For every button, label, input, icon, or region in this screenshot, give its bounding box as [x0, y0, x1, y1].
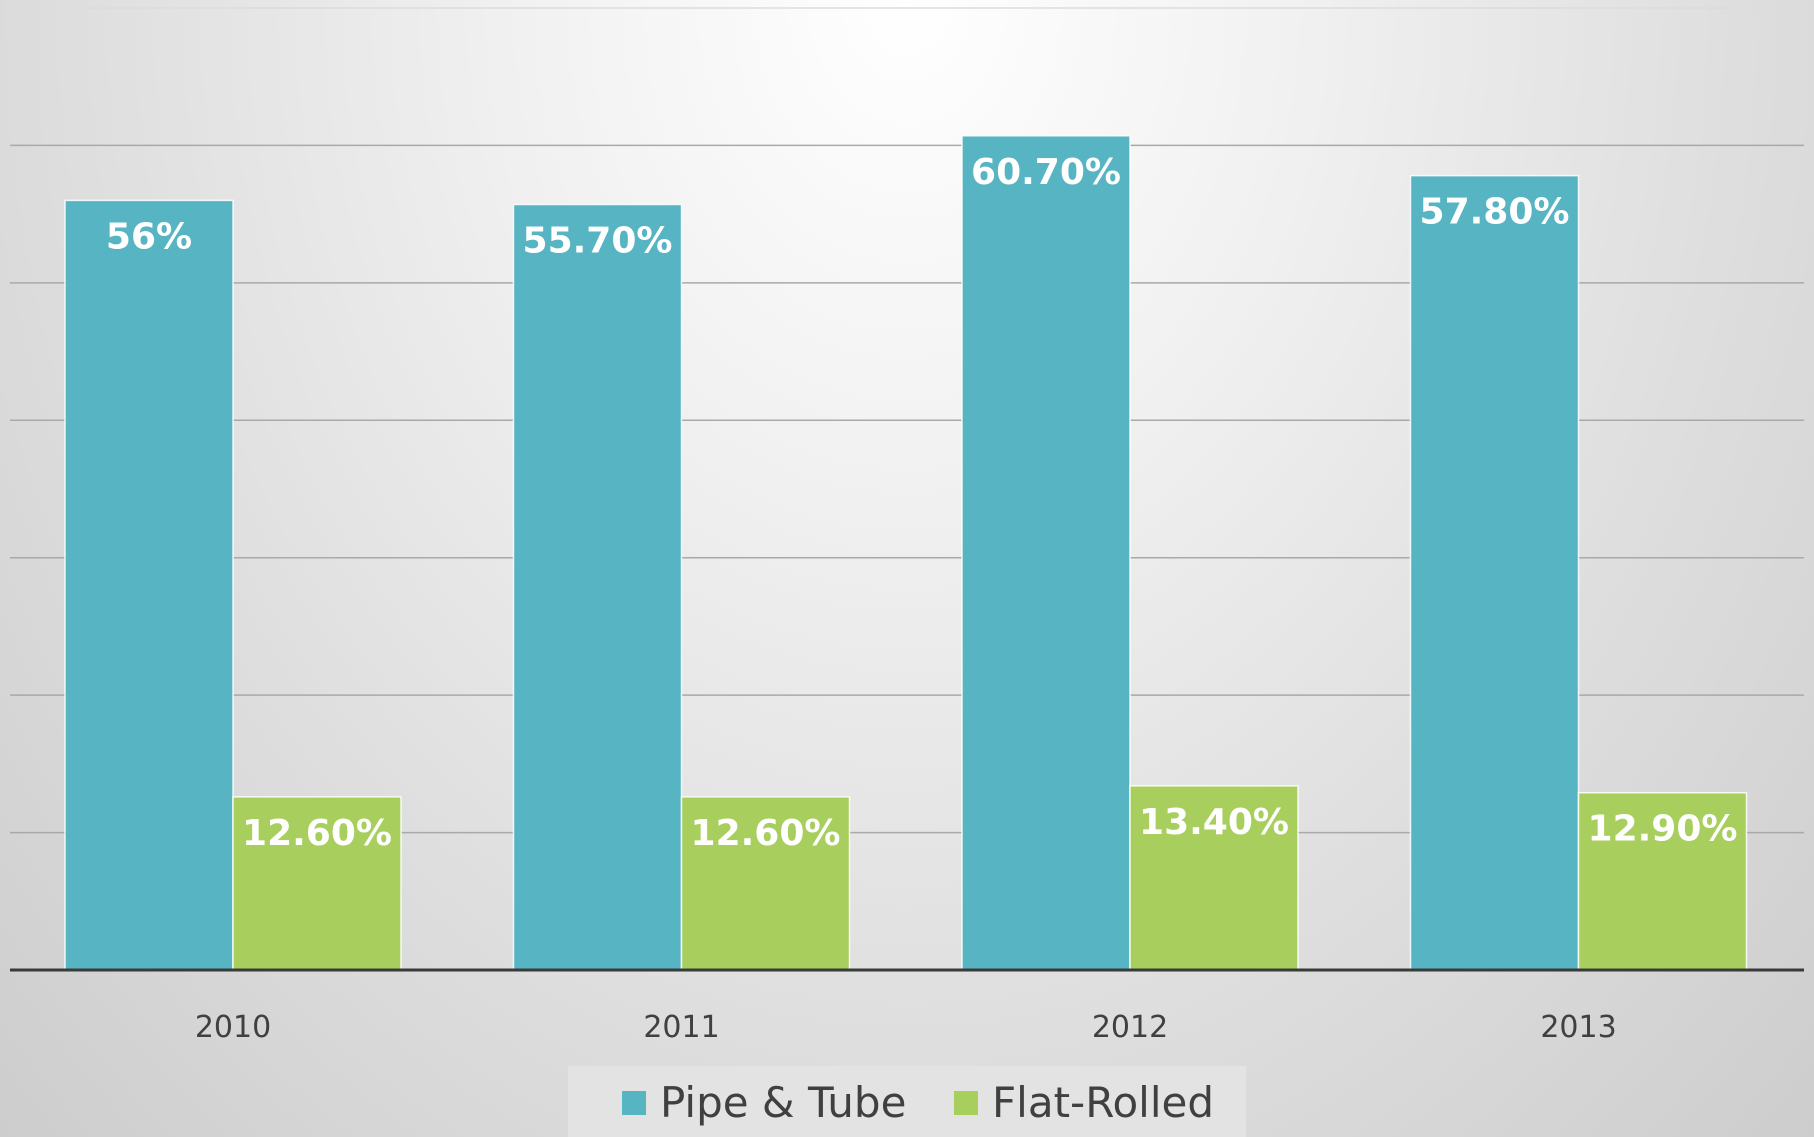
- bars: [64, 135, 1748, 971]
- data-label: 13.40%: [1139, 802, 1289, 843]
- data-label: 12.60%: [242, 813, 392, 854]
- bar-pipe-tube-2011: [512, 203, 683, 971]
- bar-flat-rolled-2013: [1577, 791, 1748, 971]
- data-label: 55.70%: [523, 221, 673, 262]
- legend-items: Pipe & Tube Flat-Rolled: [622, 1078, 1214, 1127]
- data-labels: 56% 12.60% 55.70% 12.60% 60.70% 13.40% 57.80% 1…: [106, 152, 1738, 854]
- x-tick-label: 2011: [643, 1010, 719, 1045]
- data-label: 56%: [106, 216, 192, 257]
- legend-swatch: [622, 1091, 646, 1115]
- bar-pipe-tube-2013: [1409, 174, 1580, 971]
- data-label: 12.60%: [691, 813, 841, 854]
- data-label: 57.80%: [1420, 192, 1570, 233]
- bar-flat-rolled-2010: [232, 796, 402, 971]
- bar-pipe-tube-2012: [961, 135, 1131, 971]
- bar-pipe-tube-2010: [64, 199, 234, 971]
- legend-label: Pipe & Tube: [660, 1078, 906, 1127]
- legend: Pipe & Tube Flat-Rolled: [568, 1066, 1246, 1137]
- data-label: 12.90%: [1588, 809, 1738, 850]
- bar-flat-rolled-2011: [680, 796, 851, 971]
- legend-background: [568, 1066, 1246, 1137]
- x-tick-label: 2012: [1092, 1010, 1168, 1045]
- legend-label: Flat-Rolled: [992, 1078, 1214, 1127]
- x-tick-label: 2013: [1540, 1010, 1616, 1045]
- x-axis-tick-labels: 2010 2011 2012 2013: [195, 1010, 1617, 1045]
- gridlines: [10, 7, 1804, 834]
- x-tick-label: 2010: [195, 1010, 271, 1045]
- legend-swatch: [954, 1091, 978, 1115]
- bar-flat-rolled-2012: [1129, 785, 1299, 971]
- data-label: 60.70%: [971, 152, 1121, 193]
